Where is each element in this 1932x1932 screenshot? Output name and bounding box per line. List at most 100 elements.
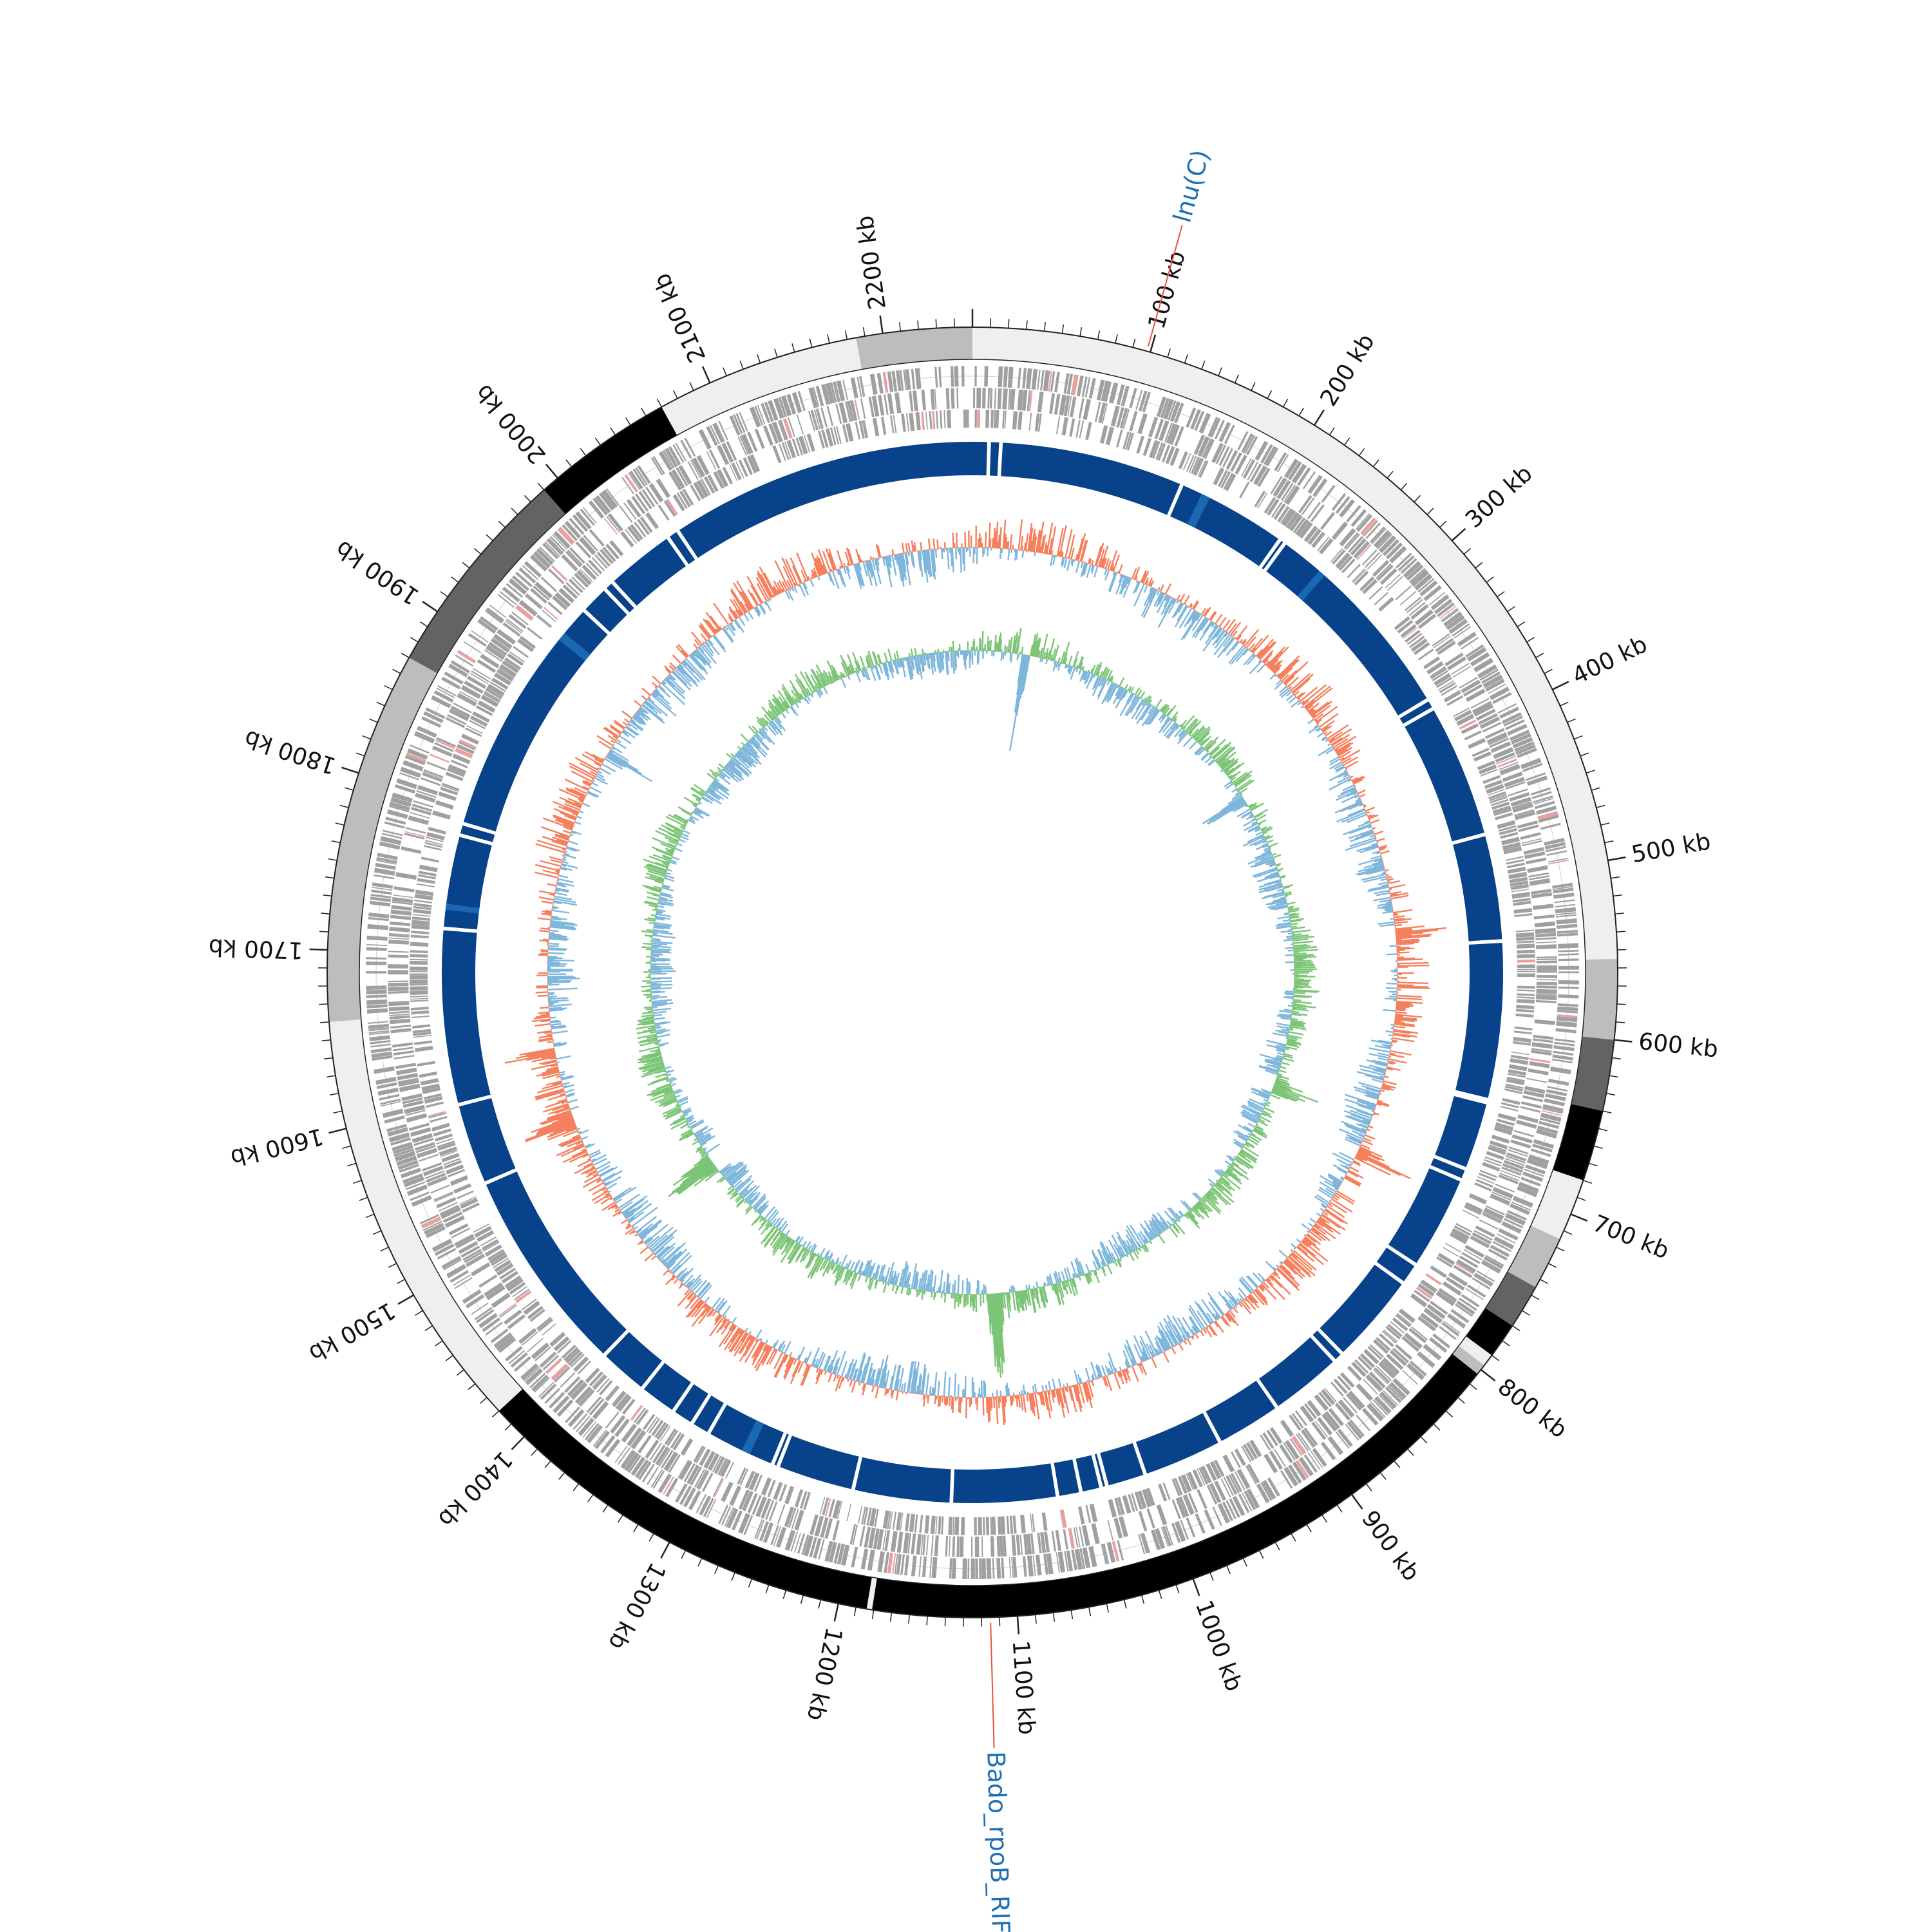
- cds-feature: [630, 1456, 646, 1476]
- rna-feature: [1059, 1510, 1067, 1528]
- cds-feature: [1177, 1475, 1188, 1494]
- tick-label: 1500 kb: [305, 1297, 400, 1367]
- cds-feature: [1533, 1034, 1554, 1040]
- cds-feature: [552, 534, 567, 550]
- cds-feature: [676, 492, 688, 509]
- cds-feature: [1417, 1351, 1435, 1368]
- cds-feature: [983, 1517, 985, 1535]
- cds-feature: [1502, 842, 1521, 851]
- cds-feature: [1556, 918, 1577, 925]
- cds-feature: [1552, 886, 1573, 891]
- cds-feature: [847, 401, 854, 422]
- cds-feature: [1484, 1159, 1502, 1167]
- cds-feature: [1513, 907, 1532, 914]
- cds-feature: [1558, 949, 1579, 952]
- cds-feature: [1406, 632, 1423, 645]
- cds-feature: [1459, 677, 1478, 689]
- minor-tick: [1560, 701, 1569, 706]
- cds-feature: [1348, 1390, 1365, 1409]
- cds-feature: [434, 1243, 455, 1256]
- cds-feature: [1507, 1210, 1528, 1221]
- cds-feature: [801, 1535, 810, 1555]
- minor-tick: [641, 408, 647, 417]
- cds-feature: [1296, 467, 1311, 486]
- cds-feature: [857, 376, 862, 397]
- minor-tick: [587, 1494, 594, 1502]
- cds-feature: [1517, 993, 1535, 996]
- cds-feature: [1152, 440, 1160, 459]
- cds-feature: [721, 1506, 732, 1526]
- cds-feature: [494, 1260, 512, 1273]
- contig-segment: [327, 658, 437, 1022]
- cds-feature: [390, 909, 412, 916]
- cds-feature: [556, 1399, 574, 1417]
- cds-feature: [806, 433, 815, 452]
- cds-feature: [480, 654, 500, 668]
- minor-tick: [1526, 637, 1535, 643]
- cds-feature: [1314, 1420, 1329, 1437]
- cds-feature: [1264, 446, 1277, 466]
- cds-feature: [1170, 401, 1181, 422]
- cds-feature: [1256, 1483, 1270, 1504]
- cds-feature: [773, 397, 784, 419]
- minor-tick: [1612, 1057, 1622, 1060]
- cds-feature: [1511, 891, 1530, 898]
- cds-feature: [574, 573, 589, 588]
- minor-tick: [1414, 495, 1421, 503]
- cds-feature: [388, 987, 409, 992]
- cds-feature: [412, 916, 431, 922]
- rna-feature: [406, 752, 426, 762]
- minor-tick: [424, 1325, 433, 1331]
- rna-feature: [1557, 1014, 1578, 1018]
- cds-feature: [366, 1004, 388, 1009]
- cds-feature: [537, 614, 553, 627]
- cds-feature: [1285, 511, 1300, 529]
- blast-hit: [1094, 1454, 1106, 1487]
- cds-feature: [696, 1446, 706, 1464]
- minor-tick: [1445, 1410, 1453, 1417]
- contig-segment: [1459, 1336, 1492, 1366]
- cds-feature: [464, 1251, 483, 1264]
- cds-feature: [370, 896, 392, 902]
- cds-feature: [509, 1282, 526, 1295]
- rna-feature: [1548, 859, 1569, 865]
- cds-feature: [1063, 395, 1070, 417]
- cds-feature: [990, 410, 994, 428]
- cds-feature: [912, 390, 918, 412]
- cds-feature: [442, 782, 460, 791]
- cds-feature: [508, 578, 527, 595]
- cds-feature: [1498, 1174, 1519, 1185]
- cds-feature: [712, 422, 725, 443]
- major-tick: [879, 315, 884, 334]
- cds-feature: [511, 575, 530, 591]
- cds-feature: [396, 1067, 417, 1075]
- cds-feature: [887, 371, 894, 393]
- minor-tick: [1400, 482, 1408, 491]
- cds-feature: [433, 1191, 453, 1201]
- cds-feature: [1009, 388, 1016, 410]
- gc-skew-negative: [650, 650, 1295, 1295]
- cds-feature: [1510, 797, 1531, 807]
- cds-feature: [510, 1352, 528, 1368]
- minor-tick: [1043, 322, 1046, 332]
- cds-feature: [1055, 1530, 1061, 1551]
- cds-feature: [526, 627, 543, 640]
- cds-feature: [1558, 994, 1579, 999]
- minor-tick: [1201, 360, 1206, 370]
- cds-feature: [564, 1347, 579, 1362]
- cds-feature: [1515, 1013, 1534, 1018]
- cds-feature: [450, 660, 470, 674]
- cds-feature: [1470, 1235, 1490, 1249]
- cds-feature: [452, 1274, 471, 1287]
- cds-feature: [1379, 1391, 1397, 1409]
- cds-feature: [1099, 425, 1108, 444]
- cds-feature: [589, 529, 605, 547]
- cds-feature: [1484, 1156, 1502, 1164]
- cds-feature: [410, 998, 428, 1000]
- rna-feature: [662, 1476, 675, 1495]
- cds-feature: [992, 1558, 995, 1579]
- cds-feature: [370, 1043, 392, 1048]
- cds-feature: [402, 1173, 423, 1184]
- cds-feature: [1021, 390, 1028, 411]
- cds-feature: [388, 1001, 410, 1007]
